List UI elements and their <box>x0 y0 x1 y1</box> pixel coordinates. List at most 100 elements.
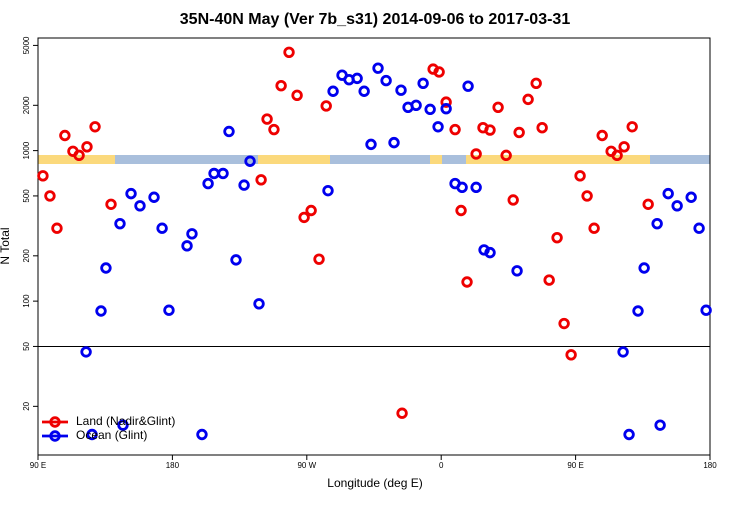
point <box>462 80 474 92</box>
point <box>511 265 523 277</box>
point <box>305 204 317 217</box>
point <box>223 125 235 138</box>
point <box>156 222 168 234</box>
y-tick-label: 1000 <box>22 141 31 159</box>
x-tick-label: 90 E <box>567 461 583 470</box>
point <box>522 93 534 106</box>
ocean-strip <box>38 155 710 164</box>
legend-marker <box>49 430 61 442</box>
point <box>320 100 332 112</box>
point <box>588 222 600 234</box>
y-tick-label: 100 <box>22 294 31 308</box>
point <box>114 217 126 230</box>
point <box>395 84 407 96</box>
point <box>574 170 586 182</box>
point <box>417 77 429 90</box>
point <box>117 419 129 431</box>
point <box>424 103 436 116</box>
point <box>662 187 674 200</box>
point <box>500 149 512 162</box>
legend-marker <box>49 416 61 428</box>
x-tick-label: 90 E <box>30 461 46 470</box>
y-tick-label: 500 <box>22 189 31 203</box>
point <box>596 129 608 142</box>
point <box>351 72 363 85</box>
point <box>654 419 666 431</box>
point <box>440 96 452 108</box>
point <box>565 349 577 361</box>
point <box>380 74 392 87</box>
point <box>671 200 683 212</box>
point <box>291 89 303 102</box>
x-tick-label: 90 W <box>297 461 316 470</box>
point <box>148 191 160 203</box>
point <box>186 228 198 240</box>
point <box>470 148 482 160</box>
point <box>181 240 193 252</box>
y-tick-label: 2000 <box>22 96 31 114</box>
point <box>163 304 175 316</box>
chart-title: 35N-40N May (Ver 7b_s31) 2014-09-06 to 2… <box>180 11 571 28</box>
y-tick-label: 50 <box>22 341 31 350</box>
x-tick-label: 0 <box>439 461 444 470</box>
y-tick-label: 200 <box>22 249 31 263</box>
point <box>100 262 112 274</box>
point <box>125 187 137 200</box>
point <box>536 121 548 134</box>
point <box>73 149 85 162</box>
point <box>253 298 265 310</box>
point <box>105 198 117 210</box>
point <box>461 276 473 288</box>
point <box>618 141 630 153</box>
point <box>244 155 256 167</box>
point <box>196 428 208 441</box>
point <box>484 246 496 259</box>
point <box>313 253 325 265</box>
point <box>275 79 287 92</box>
point <box>693 222 705 234</box>
point <box>617 346 629 358</box>
point <box>37 170 49 182</box>
y-axis-label: N Total <box>0 227 12 264</box>
point <box>95 305 107 317</box>
point <box>623 428 635 441</box>
point <box>86 428 98 441</box>
point <box>611 149 623 162</box>
point <box>455 204 467 217</box>
point <box>255 174 267 186</box>
point <box>327 85 339 97</box>
point <box>581 190 593 202</box>
point <box>59 129 71 142</box>
point <box>134 200 146 212</box>
point <box>642 198 654 210</box>
land-strip <box>258 155 330 164</box>
point <box>456 181 468 194</box>
point <box>492 101 504 113</box>
point <box>388 136 400 149</box>
land-strip <box>466 155 650 164</box>
point <box>626 121 638 133</box>
legend-label: Land (Nadir&Glint) <box>76 414 175 428</box>
point <box>202 177 214 190</box>
land-strip <box>430 155 442 164</box>
y-tick-label: 20 <box>22 401 31 410</box>
point <box>81 141 93 153</box>
point <box>685 191 697 203</box>
point <box>638 262 650 274</box>
y-tick-label: 5000 <box>22 36 31 54</box>
point <box>89 121 101 133</box>
x-tick-label: 180 <box>703 461 717 470</box>
point <box>268 123 280 136</box>
point <box>440 102 452 115</box>
point <box>298 211 310 224</box>
point <box>470 181 482 194</box>
legend-label: Ocean (Glint) <box>76 428 147 442</box>
point <box>396 407 408 419</box>
point <box>238 179 250 191</box>
point <box>507 194 519 206</box>
point <box>80 346 92 358</box>
point <box>432 121 444 133</box>
point <box>551 231 563 244</box>
plot-frame <box>37 37 711 456</box>
